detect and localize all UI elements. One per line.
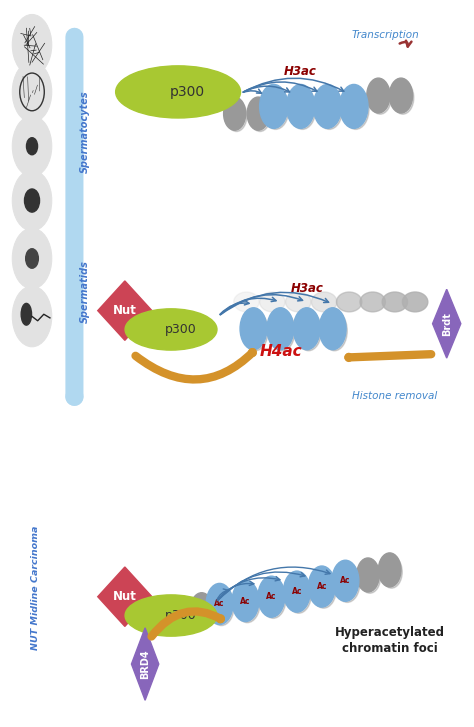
Ellipse shape (125, 309, 217, 350)
Circle shape (27, 137, 37, 155)
Ellipse shape (191, 593, 213, 627)
Ellipse shape (392, 81, 414, 114)
Polygon shape (98, 567, 152, 627)
Ellipse shape (367, 78, 390, 113)
Polygon shape (131, 628, 159, 700)
Ellipse shape (360, 292, 385, 312)
Ellipse shape (226, 100, 247, 132)
Circle shape (12, 286, 52, 347)
Text: NUT Midline Carcinoma: NUT Midline Carcinoma (31, 526, 40, 650)
Ellipse shape (260, 84, 288, 129)
Text: Hyperacetylated
chromatin foci: Hyperacetylated chromatin foci (335, 626, 445, 654)
Ellipse shape (286, 574, 311, 614)
Ellipse shape (311, 292, 337, 312)
Circle shape (12, 62, 52, 122)
Ellipse shape (342, 88, 369, 129)
Text: p300: p300 (164, 609, 196, 622)
Text: p300: p300 (164, 323, 196, 336)
Ellipse shape (224, 97, 246, 130)
Ellipse shape (309, 566, 335, 607)
Ellipse shape (258, 577, 285, 617)
Circle shape (12, 170, 52, 231)
Text: Ac: Ac (266, 593, 277, 601)
Ellipse shape (402, 292, 428, 312)
Ellipse shape (357, 558, 379, 592)
Circle shape (26, 249, 38, 268)
Ellipse shape (206, 583, 233, 624)
Ellipse shape (247, 97, 269, 130)
Ellipse shape (116, 66, 240, 118)
Ellipse shape (286, 84, 315, 129)
Polygon shape (433, 289, 461, 358)
Ellipse shape (240, 308, 267, 350)
Text: Spermatocytes: Spermatocytes (80, 90, 90, 173)
Text: H3ac: H3ac (284, 65, 317, 78)
Ellipse shape (369, 81, 391, 114)
Ellipse shape (337, 292, 362, 312)
Ellipse shape (262, 88, 289, 129)
Ellipse shape (340, 84, 368, 129)
Text: Ac: Ac (214, 600, 225, 608)
Text: BRD4: BRD4 (140, 649, 150, 679)
Text: Brdt: Brdt (442, 312, 452, 336)
Circle shape (25, 189, 39, 212)
Text: Ac: Ac (292, 587, 302, 596)
Text: Ac: Ac (317, 582, 327, 591)
Ellipse shape (193, 595, 214, 628)
Text: Spermatids: Spermatids (80, 260, 90, 323)
Ellipse shape (235, 584, 260, 623)
Circle shape (12, 116, 52, 177)
Text: Ac: Ac (240, 597, 251, 606)
Ellipse shape (332, 561, 359, 601)
Polygon shape (98, 281, 152, 340)
Text: p300: p300 (170, 85, 205, 99)
Ellipse shape (390, 78, 412, 113)
Text: Transcription: Transcription (352, 31, 419, 41)
Ellipse shape (382, 292, 408, 312)
Ellipse shape (293, 308, 320, 350)
Ellipse shape (174, 598, 197, 632)
Ellipse shape (381, 556, 402, 588)
Ellipse shape (250, 100, 271, 132)
Ellipse shape (296, 311, 321, 351)
Ellipse shape (21, 303, 32, 325)
Text: H4ac: H4ac (259, 345, 302, 359)
Ellipse shape (234, 292, 259, 312)
Text: Histone removal: Histone removal (352, 391, 438, 401)
Ellipse shape (285, 292, 311, 312)
Ellipse shape (261, 579, 286, 619)
Ellipse shape (232, 580, 259, 622)
Ellipse shape (270, 311, 295, 351)
Ellipse shape (243, 311, 268, 351)
Ellipse shape (313, 84, 342, 129)
Ellipse shape (322, 311, 347, 351)
Ellipse shape (359, 561, 381, 593)
Text: Nut: Nut (113, 304, 137, 317)
Ellipse shape (378, 553, 401, 587)
Circle shape (12, 228, 52, 289)
Ellipse shape (176, 601, 198, 634)
Ellipse shape (319, 308, 346, 350)
Ellipse shape (283, 571, 310, 612)
Circle shape (12, 15, 52, 76)
Ellipse shape (209, 587, 234, 626)
Ellipse shape (267, 308, 294, 350)
Text: Nut: Nut (113, 590, 137, 603)
Ellipse shape (311, 569, 337, 608)
Ellipse shape (260, 292, 285, 312)
Ellipse shape (335, 563, 360, 603)
Ellipse shape (125, 595, 217, 636)
Ellipse shape (316, 88, 343, 129)
Text: H3ac: H3ac (290, 282, 323, 295)
Ellipse shape (289, 88, 316, 129)
Text: Ac: Ac (340, 577, 351, 585)
